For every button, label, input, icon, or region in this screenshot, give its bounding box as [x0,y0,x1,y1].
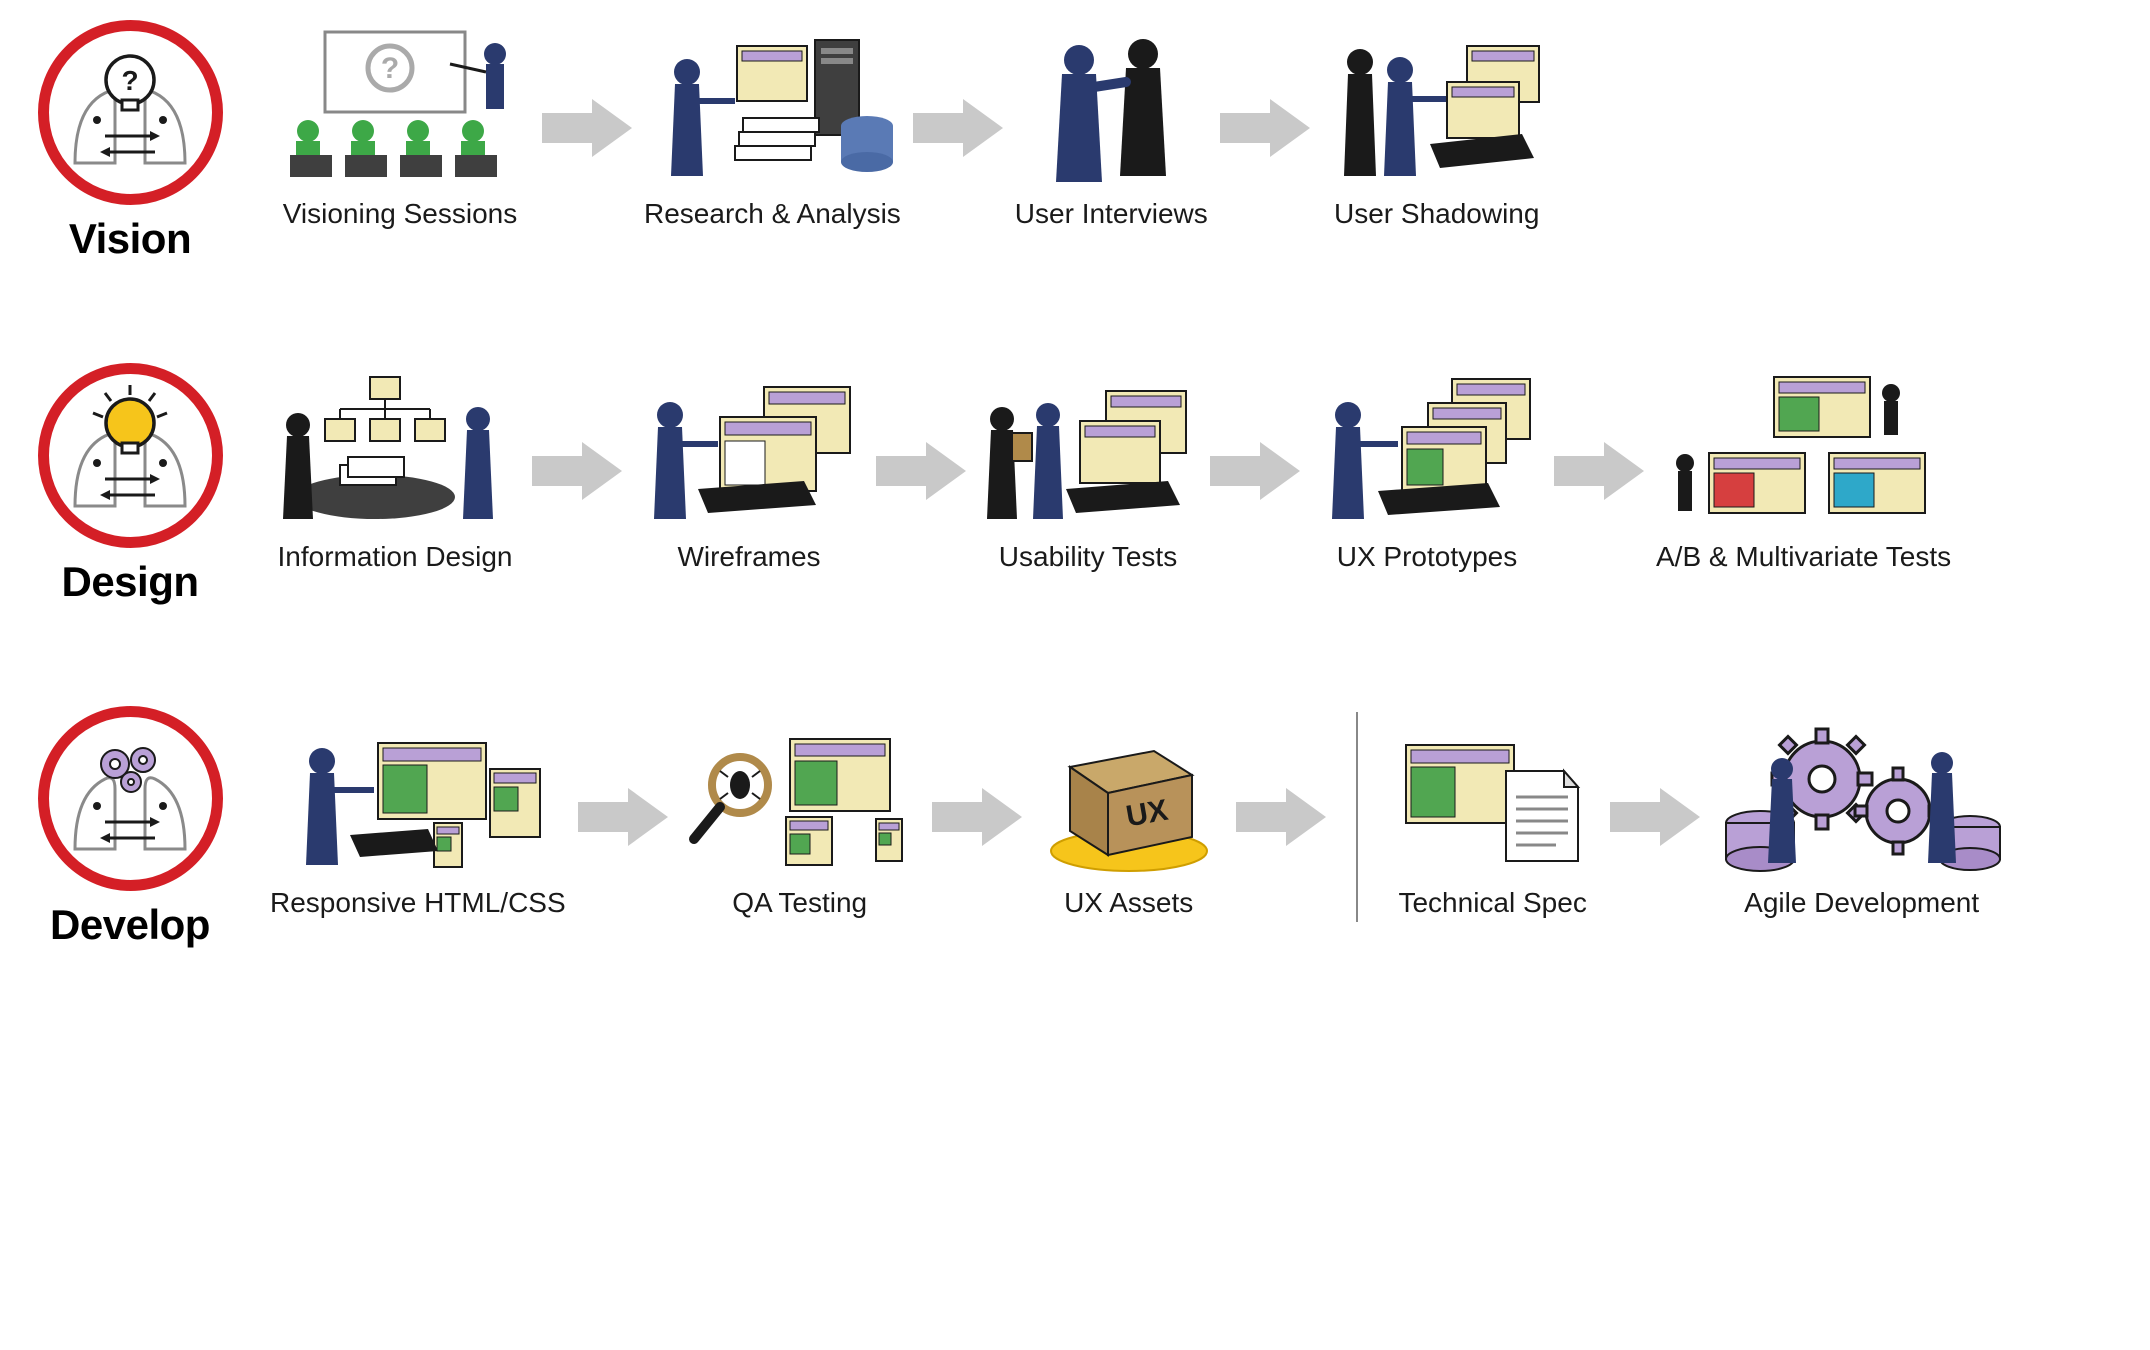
step-research-analysis: Research & Analysis [644,26,901,230]
step-usability-tests: Usability Tests [978,369,1198,573]
step-label: User Shadowing [1334,198,1539,230]
badge-circle [38,706,223,891]
steps-row-design: Information Design [270,363,2130,573]
wireframes-icon [634,369,864,529]
svg-text:?: ? [121,65,138,96]
bulb-on-icon [55,381,205,531]
phase-row-develop: Develop [20,706,2130,949]
arrow-icon [1236,788,1326,846]
step-agile-development: Agile Development [1712,715,2012,919]
arrow-icon [1220,99,1310,157]
step-label: QA Testing [732,887,867,919]
step-ux-prototypes: UX Prototypes [1312,369,1542,573]
shadowing-icon [1322,26,1552,186]
steps-row-develop: Responsive HTML/CSS [270,706,2130,922]
arrow-icon [542,99,632,157]
gears-icon [55,724,205,874]
prototypes-icon [1312,369,1542,529]
step-visioning-sessions: ? [270,26,530,230]
step-label: UX Prototypes [1337,541,1518,573]
step-label: A/B & Multivariate Tests [1656,541,1951,573]
step-information-design: Information Design [270,369,520,573]
phase-label: Design [61,558,198,606]
phase-label: Develop [50,901,210,949]
phase-divider [1356,712,1358,922]
phase-badge-vision: ? Vision [20,20,240,263]
badge-circle [38,363,223,548]
arrow-icon [1210,442,1300,500]
step-ux-assets: UX UX Assets [1034,715,1224,919]
badge-circle: ? [38,20,223,205]
interview-icon [1026,26,1196,186]
step-label: Responsive HTML/CSS [270,887,566,919]
arrow-icon [1610,788,1700,846]
step-responsive: Responsive HTML/CSS [270,715,566,919]
steps-row-vision: ? [270,20,2130,230]
svg-text:?: ? [381,52,399,85]
arrow-icon [578,788,668,846]
step-qa-testing: QA Testing [680,715,920,919]
usability-icon [978,369,1198,529]
step-user-interviews: User Interviews [1015,26,1208,230]
ux-assets-icon: UX [1034,715,1224,875]
phase-row-design: Design [20,363,2130,606]
qa-icon [680,715,920,875]
step-technical-spec: Technical Spec [1388,715,1598,919]
responsive-icon [288,715,548,875]
step-user-shadowing: User Shadowing [1322,26,1552,230]
step-label: Usability Tests [999,541,1177,573]
step-label: User Interviews [1015,198,1208,230]
step-label: Agile Development [1744,887,1979,919]
arrow-icon [932,788,1022,846]
step-label: Research & Analysis [644,198,901,230]
info-design-icon [270,369,520,529]
phase-badge-design: Design [20,363,240,606]
step-label: Technical Spec [1398,887,1586,919]
arrow-icon [913,99,1003,157]
step-label: UX Assets [1064,887,1193,919]
step-label: Visioning Sessions [283,198,518,230]
phase-badge-develop: Develop [20,706,240,949]
step-ab-tests: A/B & Multivariate Tests [1656,369,1951,573]
arrow-icon [876,442,966,500]
abtest-icon [1659,369,1949,529]
process-diagram: ? Vision ? [20,20,2130,949]
arrow-icon [532,442,622,500]
tech-spec-icon [1388,715,1598,875]
phase-label: Vision [69,215,191,263]
agile-icon [1712,715,2012,875]
phase-row-vision: ? Vision ? [20,20,2130,263]
research-icon [647,26,897,186]
bulb-question-icon: ? [55,38,205,188]
step-wireframes: Wireframes [634,369,864,573]
meeting-icon: ? [270,26,530,186]
arrow-icon [1554,442,1644,500]
step-label: Information Design [277,541,512,573]
step-label: Wireframes [677,541,820,573]
